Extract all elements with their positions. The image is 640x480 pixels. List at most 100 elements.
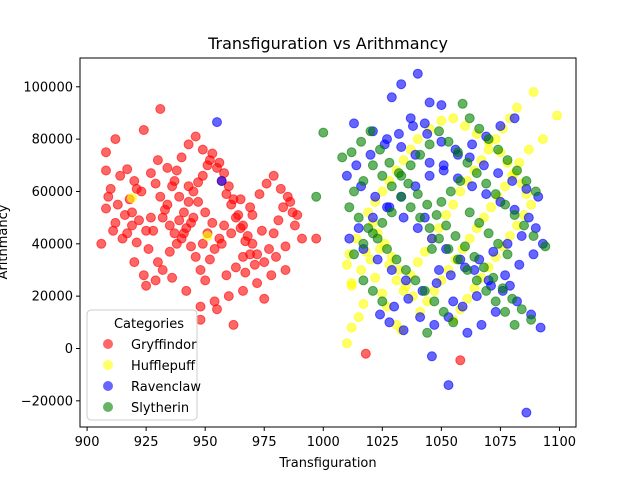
legend-label-gryffindor: Gryffindor [131,338,197,353]
data-point [486,202,496,213]
data-point [202,231,213,241]
data-point [452,254,463,265]
data-point [483,134,494,145]
data-point [129,257,140,268]
data-point [460,241,470,252]
data-point [358,176,369,186]
data-point [481,178,492,189]
data-point [415,212,426,223]
data-point [500,270,511,281]
data-point [434,265,444,275]
data-point [228,319,239,330]
data-point [478,160,489,171]
data-point [393,128,404,139]
data-point [396,79,407,90]
data-point [400,275,411,286]
data-point [204,254,215,265]
data-point [434,126,444,137]
data-point [280,265,291,275]
data-point [200,275,211,286]
data-point [391,254,402,265]
data-point [526,199,537,210]
data-point [424,170,435,181]
data-point [341,170,352,181]
data-point [344,233,355,244]
data-point [230,262,241,273]
data-point [398,325,409,336]
data-point [356,265,367,275]
data-point [502,249,513,260]
data-point [441,220,452,231]
data-point [162,162,173,173]
legend-label-hufflepuff: Hufflepuff [131,359,196,374]
data-point [377,170,388,181]
data-point [464,113,475,124]
data-point [259,257,270,268]
data-point [398,212,409,223]
data-point [353,212,364,223]
data-point [377,186,388,197]
data-point [341,259,352,270]
data-point [448,199,459,210]
data-point [353,223,364,234]
data-point [141,280,152,291]
data-point [349,249,359,260]
data-point [476,319,487,330]
data-point [462,327,473,338]
data-point [271,251,281,262]
data-point [101,203,111,214]
data-point [455,355,466,366]
data-point [509,319,520,330]
data-point [275,183,286,194]
data-point [462,265,473,275]
data-point [507,176,518,186]
data-point [358,238,369,249]
x-tick-label: 925 [134,435,159,450]
data-point [238,251,248,262]
data-point [178,228,189,239]
data-point [264,244,274,254]
data-point [464,207,475,218]
data-point [178,207,189,218]
data-point [528,231,539,241]
data-point [167,272,178,283]
data-point [164,246,175,257]
data-point [164,220,175,231]
data-point [337,152,348,163]
data-point [436,100,447,111]
data-point [443,244,454,254]
data-point [403,293,414,304]
legend-marker-ravenclaw [103,381,113,391]
y-tick-label: 80000 [32,133,73,148]
data-point [396,191,407,202]
data-point [311,233,322,244]
data-point [436,115,447,126]
data-point [131,237,142,248]
data-point [145,212,156,223]
data-point [181,285,192,296]
data-point [488,272,499,283]
data-point [422,128,433,139]
data-point [155,191,166,202]
data-point [386,181,397,192]
data-point [502,238,513,249]
data-point [240,236,251,247]
data-point [150,275,161,286]
data-point [474,123,485,134]
data-point [474,217,485,228]
data-point [195,265,206,275]
series-gryffindor [96,104,466,366]
data-point [405,160,416,171]
data-point [197,238,208,249]
data-point [174,191,185,202]
data-point [96,238,107,249]
data-point [145,168,156,179]
data-point [516,231,527,241]
data-point [386,207,397,218]
legend-label-slytherin: Slytherin [131,401,189,416]
data-point [127,220,137,231]
data-point [426,244,437,254]
data-point [500,181,511,192]
x-axis-title: Transfiguration [278,456,376,471]
data-point [285,196,296,207]
